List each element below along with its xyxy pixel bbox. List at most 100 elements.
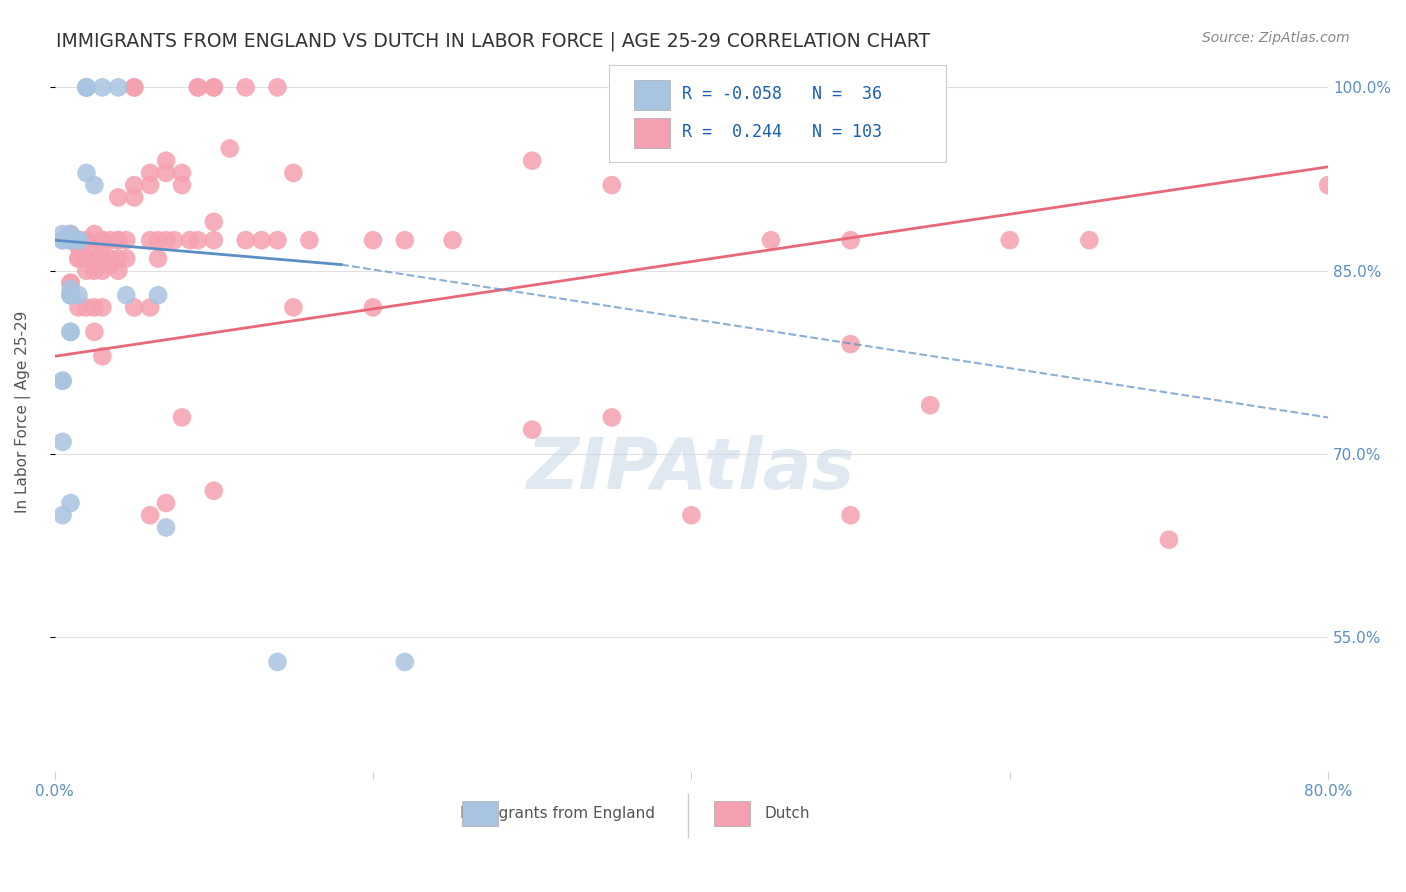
- Point: [1078, 233, 1101, 247]
- Point: [266, 233, 288, 247]
- FancyBboxPatch shape: [609, 65, 946, 162]
- Point: [59, 282, 82, 296]
- Point: [83, 227, 105, 241]
- Point: [83, 301, 105, 315]
- Point: [83, 264, 105, 278]
- Point: [122, 80, 145, 95]
- Point: [155, 520, 177, 534]
- Point: [75, 80, 97, 95]
- Point: [67, 233, 90, 247]
- Point: [52, 374, 75, 388]
- Point: [122, 178, 145, 193]
- Point: [59, 233, 82, 247]
- Point: [59, 325, 82, 339]
- Point: [75, 80, 97, 95]
- Point: [59, 288, 82, 302]
- Point: [155, 153, 177, 168]
- Point: [59, 496, 82, 510]
- Point: [283, 166, 305, 180]
- Point: [59, 233, 82, 247]
- Point: [59, 233, 82, 247]
- Point: [59, 325, 82, 339]
- Point: [759, 80, 782, 95]
- Point: [83, 325, 105, 339]
- Text: ZIPAtlas: ZIPAtlas: [527, 434, 856, 503]
- Text: Dutch: Dutch: [763, 805, 810, 821]
- Point: [522, 153, 544, 168]
- Point: [91, 233, 114, 247]
- Point: [67, 301, 90, 315]
- Point: [91, 301, 114, 315]
- Point: [998, 233, 1021, 247]
- Point: [67, 252, 90, 266]
- Point: [155, 233, 177, 247]
- Point: [67, 233, 90, 247]
- Point: [187, 80, 209, 95]
- Point: [91, 239, 114, 253]
- Point: [839, 337, 862, 351]
- Point: [202, 80, 225, 95]
- Point: [115, 288, 138, 302]
- Point: [235, 233, 257, 247]
- Point: [52, 233, 75, 247]
- Point: [266, 655, 288, 669]
- Point: [67, 252, 90, 266]
- Point: [1317, 178, 1340, 193]
- Point: [98, 233, 121, 247]
- Point: [83, 258, 105, 272]
- FancyBboxPatch shape: [714, 801, 749, 826]
- Point: [75, 166, 97, 180]
- Point: [139, 166, 162, 180]
- Point: [75, 80, 97, 95]
- Point: [52, 233, 75, 247]
- FancyBboxPatch shape: [634, 79, 669, 110]
- Point: [115, 252, 138, 266]
- Point: [600, 178, 623, 193]
- Point: [394, 655, 416, 669]
- Point: [170, 410, 193, 425]
- Point: [202, 80, 225, 95]
- Point: [75, 252, 97, 266]
- Point: [59, 233, 82, 247]
- Point: [107, 252, 129, 266]
- Point: [839, 233, 862, 247]
- Point: [163, 233, 186, 247]
- Point: [250, 233, 273, 247]
- Point: [179, 233, 201, 247]
- Point: [122, 301, 145, 315]
- Point: [155, 166, 177, 180]
- Point: [235, 80, 257, 95]
- Point: [91, 80, 114, 95]
- Point: [91, 233, 114, 247]
- Point: [218, 141, 240, 155]
- Point: [59, 227, 82, 241]
- Point: [139, 301, 162, 315]
- Point: [202, 233, 225, 247]
- Point: [59, 233, 82, 247]
- Point: [67, 233, 90, 247]
- Point: [170, 166, 193, 180]
- Point: [600, 410, 623, 425]
- Point: [59, 288, 82, 302]
- Point: [75, 301, 97, 315]
- Text: R = -0.058   N =  36: R = -0.058 N = 36: [682, 85, 883, 103]
- FancyBboxPatch shape: [634, 118, 669, 148]
- Point: [266, 80, 288, 95]
- Text: Immigrants from England: Immigrants from England: [460, 805, 655, 821]
- Point: [59, 288, 82, 302]
- Point: [52, 227, 75, 241]
- Point: [522, 423, 544, 437]
- Point: [75, 264, 97, 278]
- Point: [67, 233, 90, 247]
- Point: [394, 233, 416, 247]
- Point: [59, 276, 82, 290]
- Point: [67, 239, 90, 253]
- Point: [83, 178, 105, 193]
- Y-axis label: In Labor Force | Age 25-29: In Labor Force | Age 25-29: [15, 310, 31, 513]
- Point: [83, 252, 105, 266]
- Point: [146, 233, 169, 247]
- Point: [75, 233, 97, 247]
- Point: [91, 264, 114, 278]
- Point: [115, 233, 138, 247]
- Point: [1157, 533, 1180, 547]
